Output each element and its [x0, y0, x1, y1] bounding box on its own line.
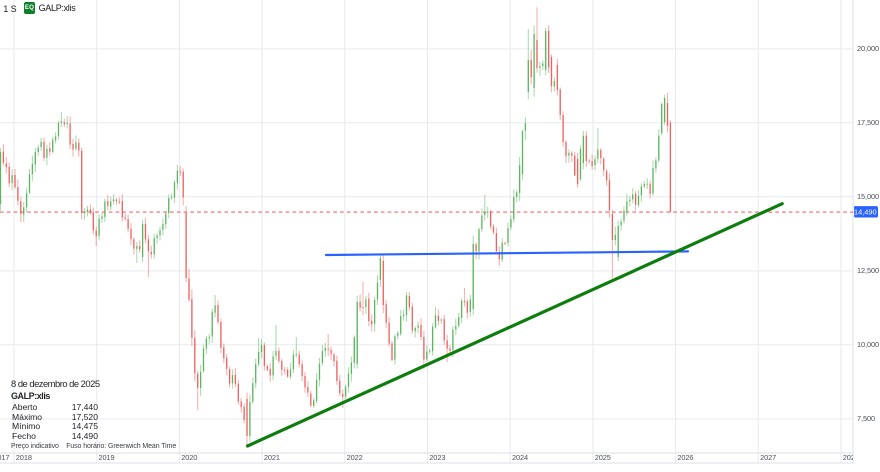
svg-text:14,490: 14,490: [854, 207, 877, 216]
